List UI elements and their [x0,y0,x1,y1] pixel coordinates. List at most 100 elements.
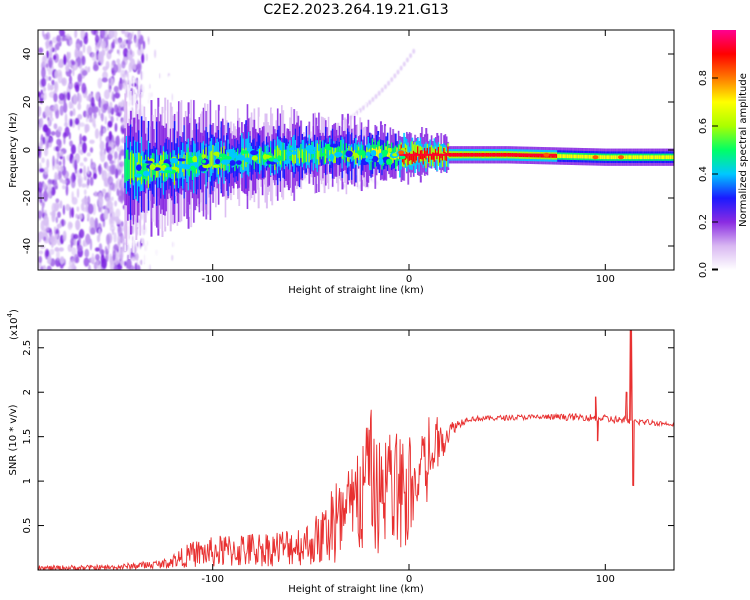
noise-speck [95,44,99,52]
trace-cell [128,159,131,179]
trace-blob [142,170,150,177]
noise-speck [117,155,120,165]
arc-speck [405,57,409,63]
spectrogram-image [38,30,674,270]
noise-speck [125,258,132,270]
noise-speck [54,44,57,53]
noise-speck [97,195,104,208]
trace-cell [184,155,187,170]
trace-cell [658,155,661,160]
noise-speck [42,182,47,189]
trace-cell [333,151,336,164]
trace-cell [444,152,447,161]
noise-speck [113,157,116,165]
trace-cell [440,146,443,161]
trace-cell [576,154,579,159]
noise-speck [68,259,74,268]
trace-blob [240,150,249,154]
noise-speck [39,244,46,249]
noise-speck [115,218,122,225]
trace-cell [355,138,358,166]
trace-cell [144,154,147,185]
noise-speck [121,178,124,187]
noise-speck [94,217,99,229]
trace-cell [638,155,641,160]
trace-blob [357,149,364,156]
trace-cell [234,150,237,172]
trace-cell [565,154,568,159]
trace-cell [645,155,648,160]
noise-speck [44,105,51,117]
trace-blob [215,158,221,165]
noise-speck [53,92,58,103]
svg-text:(x104): (x104) [6,309,20,340]
trace-blob [145,160,153,164]
trace-blob [370,149,377,157]
noise-speck [120,79,125,84]
trace-cell [432,152,435,160]
noise-speck [66,91,71,101]
noise-speck [81,82,87,94]
arc-speck [402,61,406,67]
trace-cell [634,155,637,160]
trace-cell [447,146,450,154]
trace-cell [437,147,440,157]
noise-speck [121,226,124,232]
noise-speck [45,249,50,258]
trace-cell [155,149,158,178]
trace-cell [653,155,656,160]
noise-speck [70,174,74,183]
noise-speck [68,81,74,90]
trace-cell [281,150,284,168]
trace-cell [386,152,389,159]
trace-cell [303,151,305,164]
noise-speck [102,103,109,110]
trace-blob [251,155,258,161]
trace-cell [606,155,609,160]
noise-speck [104,116,108,125]
trace-blob [244,157,251,163]
noise-speck [46,140,50,150]
noise-speck [53,82,58,91]
noise-speck [41,67,46,79]
trace-blob [289,147,294,151]
noise-speck [78,213,83,220]
noise-speck [135,252,139,262]
noise-speck [56,249,60,261]
noise-speck [112,38,116,46]
trace-cell [568,154,571,159]
noise-speck [59,151,64,156]
noise-speck [119,145,124,151]
trace-blob [367,155,374,160]
noise-speck [77,113,83,120]
noise-speck [115,180,118,190]
noise-speck [61,184,66,190]
noise-speck [72,174,76,181]
trace-cell [153,153,156,175]
noise-speck [136,63,141,70]
noise-speck [86,45,92,55]
trace-cell [654,155,657,160]
snr-y-label: SNR (10 * v/v) [8,404,19,475]
noise-speck [137,30,141,40]
noise-speck [117,225,122,237]
noise-speck [62,55,67,66]
trace-cell [573,154,576,159]
trace-cell [612,155,615,160]
colorbar-tick-label: 0.6 [698,118,709,134]
arc-speck [383,84,387,90]
trace-blob [334,151,343,158]
noise-speck [114,151,118,160]
noise-speck [141,45,144,56]
trace-cell [213,145,216,168]
noise-speck [48,43,54,52]
noise-speck [42,136,46,145]
x-tick-label: 0 [406,574,412,585]
noise-speck [86,195,91,206]
trace-cell [282,142,285,162]
noise-speck [68,132,71,140]
trace-blob [212,164,220,168]
trace-cell [205,147,208,170]
noise-speck [79,162,84,167]
noise-speck [92,203,97,216]
